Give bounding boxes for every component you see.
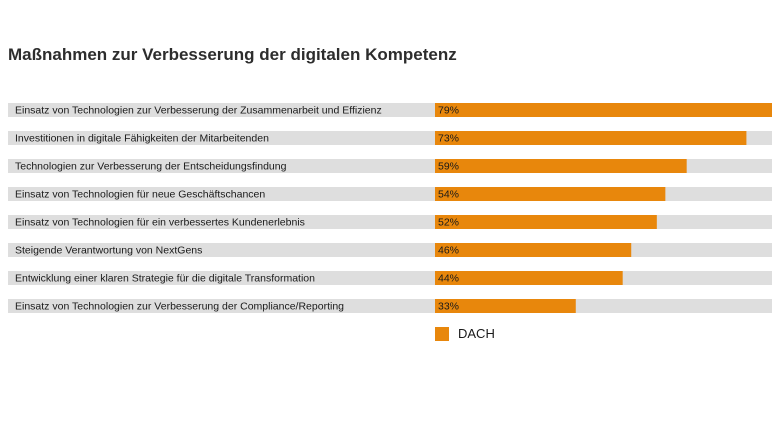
category-label: Steigende Verantwortung von NextGens [15,245,202,257]
bar [435,243,632,257]
bar [435,187,666,201]
value-label: 33% [438,301,459,313]
legend-swatch-dach [435,326,449,341]
value-label: 54% [438,189,459,201]
category-label: Entwicklung einer klaren Strategie für d… [15,273,315,285]
category-label: Investitionen in digitale Fähigkeiten de… [15,133,269,145]
value-label: 73% [438,133,459,145]
category-label: Einsatz von Technologien zur Verbesserun… [15,105,382,117]
value-label: 79% [438,105,459,117]
bar [435,215,657,229]
category-label: Technologien zur Verbesserung der Entsch… [15,161,287,173]
value-label: 52% [438,217,459,229]
legend: DACH [435,326,495,341]
value-label: 46% [438,245,459,257]
value-label: 59% [438,161,459,173]
chart-title: Maßnahmen zur Verbesserung der digitalen… [8,45,457,64]
category-label: Einsatz von Technologien für ein verbess… [15,217,305,229]
bar [435,299,576,313]
category-label: Einsatz von Technologien zur Verbesserun… [15,301,344,313]
legend-label-dach: DACH [458,326,495,341]
value-label: 44% [438,273,459,285]
bar [435,131,747,145]
bar [435,103,772,117]
category-label: Einsatz von Technologien für neue Geschä… [15,189,265,201]
bar [435,271,623,285]
bar [435,159,687,173]
bar-track [8,299,772,313]
